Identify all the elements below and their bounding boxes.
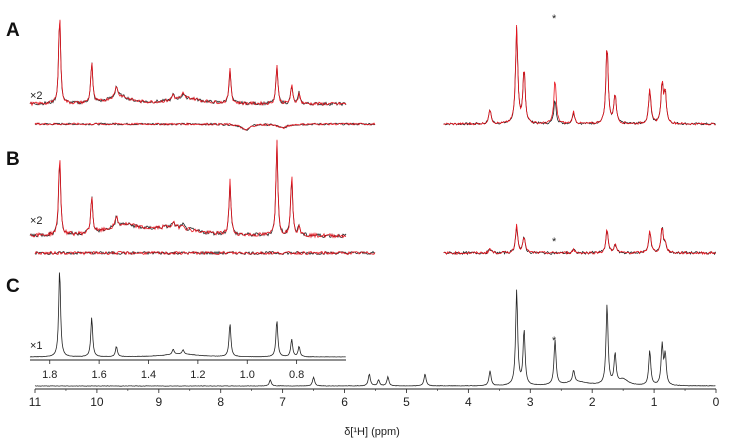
trace-b-left-1 bbox=[34, 250, 376, 256]
trace-a-left-1 bbox=[34, 122, 376, 131]
inset-scale-label-c: ×1 bbox=[30, 340, 43, 352]
inset-tick-label-0: 1.8 bbox=[42, 369, 57, 381]
trace-a-right-1 bbox=[443, 24, 716, 126]
x-axis-label: δ[¹H] (ppm) bbox=[344, 426, 400, 438]
inset-tick-label-5: 0.8 bbox=[289, 369, 304, 381]
main-x-axis: 11 10 9 8 7 6 5 4 3 2 1 0 bbox=[29, 388, 720, 409]
panel-a: A ×2 * bbox=[6, 13, 557, 102]
main-tick-label-7: 4 bbox=[465, 395, 472, 409]
trace-b-right-0 bbox=[443, 226, 716, 256]
panel-b: B ×2 * bbox=[6, 149, 557, 248]
inset-tick-label-4: 1.0 bbox=[240, 369, 255, 381]
trace-c-main bbox=[34, 289, 716, 387]
trace-a-inset-1 bbox=[29, 19, 347, 107]
panel-c: C ×1 * 1.8 1.6 1.4 1.2 1.0 0.8 bbox=[6, 276, 557, 381]
panel-label-c: C bbox=[6, 276, 20, 297]
panel-label-b: B bbox=[6, 149, 20, 170]
trace-b-inset-1 bbox=[29, 139, 347, 239]
trace-b-right-1 bbox=[443, 223, 716, 256]
asterisk-b: * bbox=[552, 236, 557, 248]
main-tick-label-1: 10 bbox=[90, 395, 104, 409]
trace-b-inset-0 bbox=[29, 141, 347, 238]
inset-tick-label-1: 1.6 bbox=[91, 369, 106, 381]
main-tick-label-9: 2 bbox=[589, 395, 596, 409]
main-tick-label-10: 1 bbox=[651, 395, 658, 409]
inset-tick-label-3: 1.2 bbox=[190, 369, 205, 381]
trace-a-right-0 bbox=[443, 26, 716, 126]
asterisk-c: * bbox=[552, 335, 557, 347]
main-tick-label-4: 7 bbox=[279, 395, 286, 409]
panel-label-a: A bbox=[6, 20, 20, 41]
main-tick-label-3: 8 bbox=[217, 395, 224, 409]
inset-tick-label-2: 1.4 bbox=[141, 369, 156, 381]
trace-a-inset-0 bbox=[29, 21, 347, 107]
inset-axis: 1.8 1.6 1.4 1.2 1.0 0.8 bbox=[30, 359, 346, 381]
spectra-traces bbox=[29, 19, 716, 387]
main-tick-label-6: 5 bbox=[403, 395, 410, 409]
asterisk-a: * bbox=[552, 13, 557, 25]
main-tick-label-5: 6 bbox=[341, 395, 348, 409]
main-tick-label-0: 11 bbox=[29, 395, 42, 409]
main-tick-label-2: 9 bbox=[155, 395, 162, 409]
main-tick-label-8: 3 bbox=[527, 395, 534, 409]
inset-scale-label-a: ×2 bbox=[30, 90, 43, 102]
inset-scale-label-b: ×2 bbox=[30, 215, 43, 227]
main-tick-label-11: 0 bbox=[713, 395, 720, 409]
trace-c-inset bbox=[29, 272, 346, 358]
